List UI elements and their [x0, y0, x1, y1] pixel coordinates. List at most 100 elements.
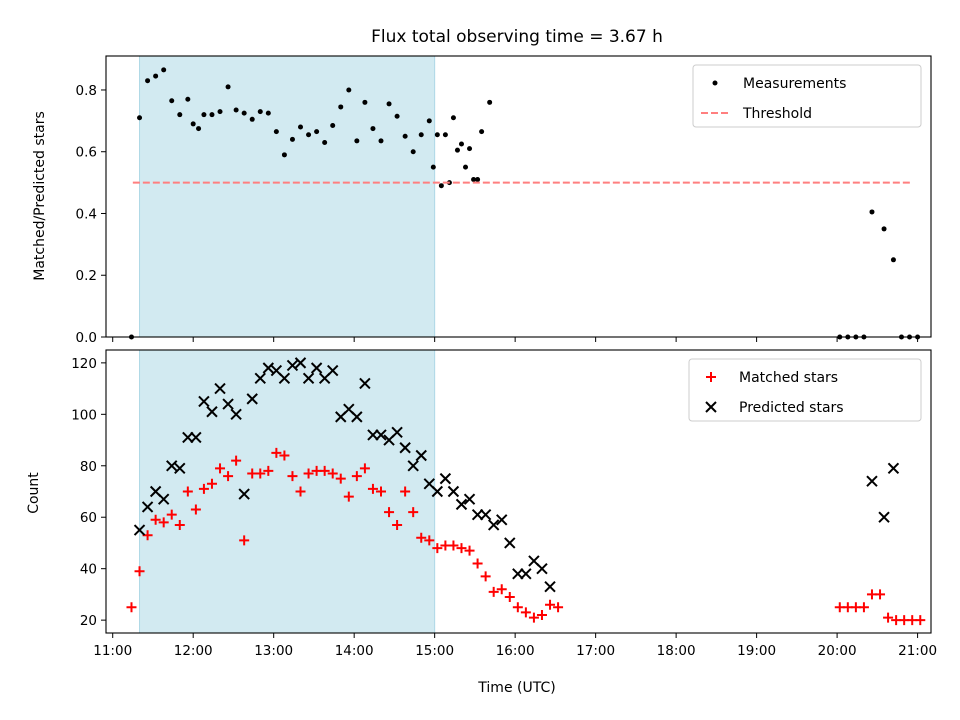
data-point	[174, 462, 186, 475]
data-point	[487, 519, 500, 531]
data-point	[400, 486, 411, 497]
data-point	[182, 486, 193, 497]
data-point	[327, 468, 338, 479]
data-point	[402, 133, 408, 139]
data-point	[231, 455, 242, 466]
data-point	[254, 372, 266, 385]
data-point	[217, 109, 223, 115]
data-point	[190, 504, 201, 515]
data-point	[263, 465, 274, 476]
y-tick-label: 60	[80, 510, 97, 526]
data-point	[326, 364, 339, 377]
data-point	[399, 442, 411, 454]
data-point	[351, 411, 363, 423]
data-point	[410, 149, 416, 155]
top-y-axis-label: Matched/Predicted stars	[32, 111, 48, 281]
data-point	[392, 519, 403, 530]
data-point	[520, 568, 532, 580]
data-point	[384, 507, 395, 518]
data-point	[458, 141, 464, 147]
data-point	[479, 508, 492, 521]
data-point	[418, 132, 424, 138]
x-axis-label: Time (UTC)	[477, 680, 555, 696]
data-point	[169, 98, 175, 104]
y-tick-label: 0.4	[76, 206, 97, 222]
x-tick-label: 16:00	[496, 643, 535, 659]
data-point	[185, 96, 191, 102]
data-point	[278, 372, 291, 385]
data-point	[330, 122, 336, 128]
legend: Measurements Threshold	[692, 64, 922, 128]
data-point	[520, 607, 531, 618]
data-point	[464, 545, 475, 556]
x-tick-label: 14:00	[335, 643, 374, 659]
data-point	[198, 395, 210, 408]
y-tick-label: 0.6	[76, 145, 97, 161]
data-point	[875, 589, 886, 600]
data-point	[190, 431, 202, 444]
legend-marker	[712, 80, 718, 86]
data-point	[424, 535, 435, 546]
data-point	[442, 132, 448, 138]
data-point	[230, 408, 242, 421]
series-measurements	[128, 67, 921, 340]
data-point	[544, 580, 556, 593]
data-point	[391, 426, 403, 439]
data-point	[295, 486, 306, 497]
data-point	[430, 164, 436, 170]
legend-box	[692, 64, 922, 128]
data-point	[214, 382, 226, 395]
y-tick-label: 80	[80, 459, 97, 475]
data-point	[450, 115, 456, 121]
data-point	[161, 67, 167, 73]
data-point	[487, 99, 493, 105]
data-point	[351, 471, 362, 482]
data-point	[890, 257, 896, 263]
data-point	[415, 449, 427, 462]
x-tick-label: 17:00	[576, 643, 615, 659]
data-point	[378, 138, 384, 144]
data-point	[362, 99, 368, 105]
data-point	[463, 493, 476, 505]
x-tick-label: 11:00	[93, 643, 132, 659]
axes-frame	[105, 55, 932, 338]
data-point	[455, 498, 468, 511]
data-point	[447, 485, 460, 498]
data-point	[239, 535, 250, 546]
data-point	[878, 511, 890, 523]
data-point	[174, 519, 185, 530]
data-point	[471, 177, 477, 183]
data-point	[153, 73, 159, 79]
data-point	[866, 475, 878, 487]
y-tick-label: 20	[80, 613, 97, 629]
data-point	[346, 87, 352, 93]
data-point	[134, 566, 145, 577]
data-point	[209, 112, 215, 118]
data-point	[322, 139, 328, 145]
legend-marker	[705, 401, 717, 413]
data-point	[265, 110, 271, 116]
data-point	[915, 615, 926, 626]
data-point	[456, 543, 467, 554]
legend-label: Matched stars	[739, 370, 838, 386]
legend-label: Predicted stars	[739, 400, 844, 416]
data-point	[416, 532, 427, 543]
data-point	[289, 136, 295, 142]
bottom-y-axis-label: Count	[26, 472, 42, 514]
data-point	[298, 124, 304, 130]
x-tick-label: 18:00	[657, 643, 696, 659]
data-point	[303, 468, 314, 479]
x-tick-label: 20:00	[818, 643, 857, 659]
data-point	[273, 129, 279, 135]
data-point	[150, 514, 161, 525]
data-point	[394, 113, 400, 119]
data-point	[287, 471, 298, 482]
data-point	[467, 146, 473, 152]
data-point	[504, 537, 516, 549]
data-point	[504, 591, 515, 602]
data-point	[536, 609, 547, 620]
legend-box	[688, 358, 922, 422]
data-point	[225, 84, 231, 90]
data-point	[354, 138, 360, 144]
